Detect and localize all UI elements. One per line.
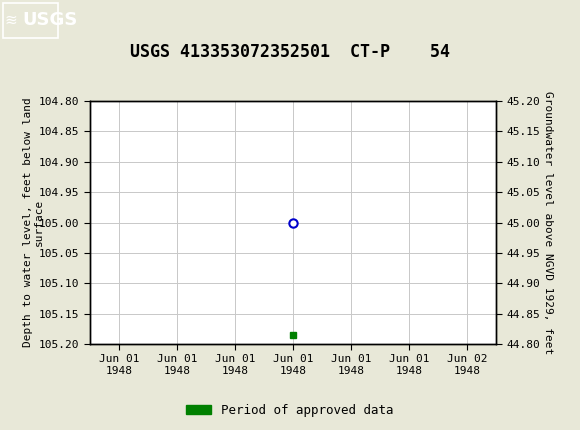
Text: USGS 413353072352501  CT-P    54: USGS 413353072352501 CT-P 54 [130, 43, 450, 61]
Y-axis label: Depth to water level, feet below land
surface: Depth to water level, feet below land su… [23, 98, 44, 347]
Y-axis label: Groundwater level above NGVD 1929, feet: Groundwater level above NGVD 1929, feet [543, 91, 553, 354]
Legend: Period of approved data: Period of approved data [181, 399, 399, 421]
Text: ≋: ≋ [5, 13, 17, 28]
Text: USGS: USGS [22, 12, 77, 29]
Bar [3, 3, 58, 37]
